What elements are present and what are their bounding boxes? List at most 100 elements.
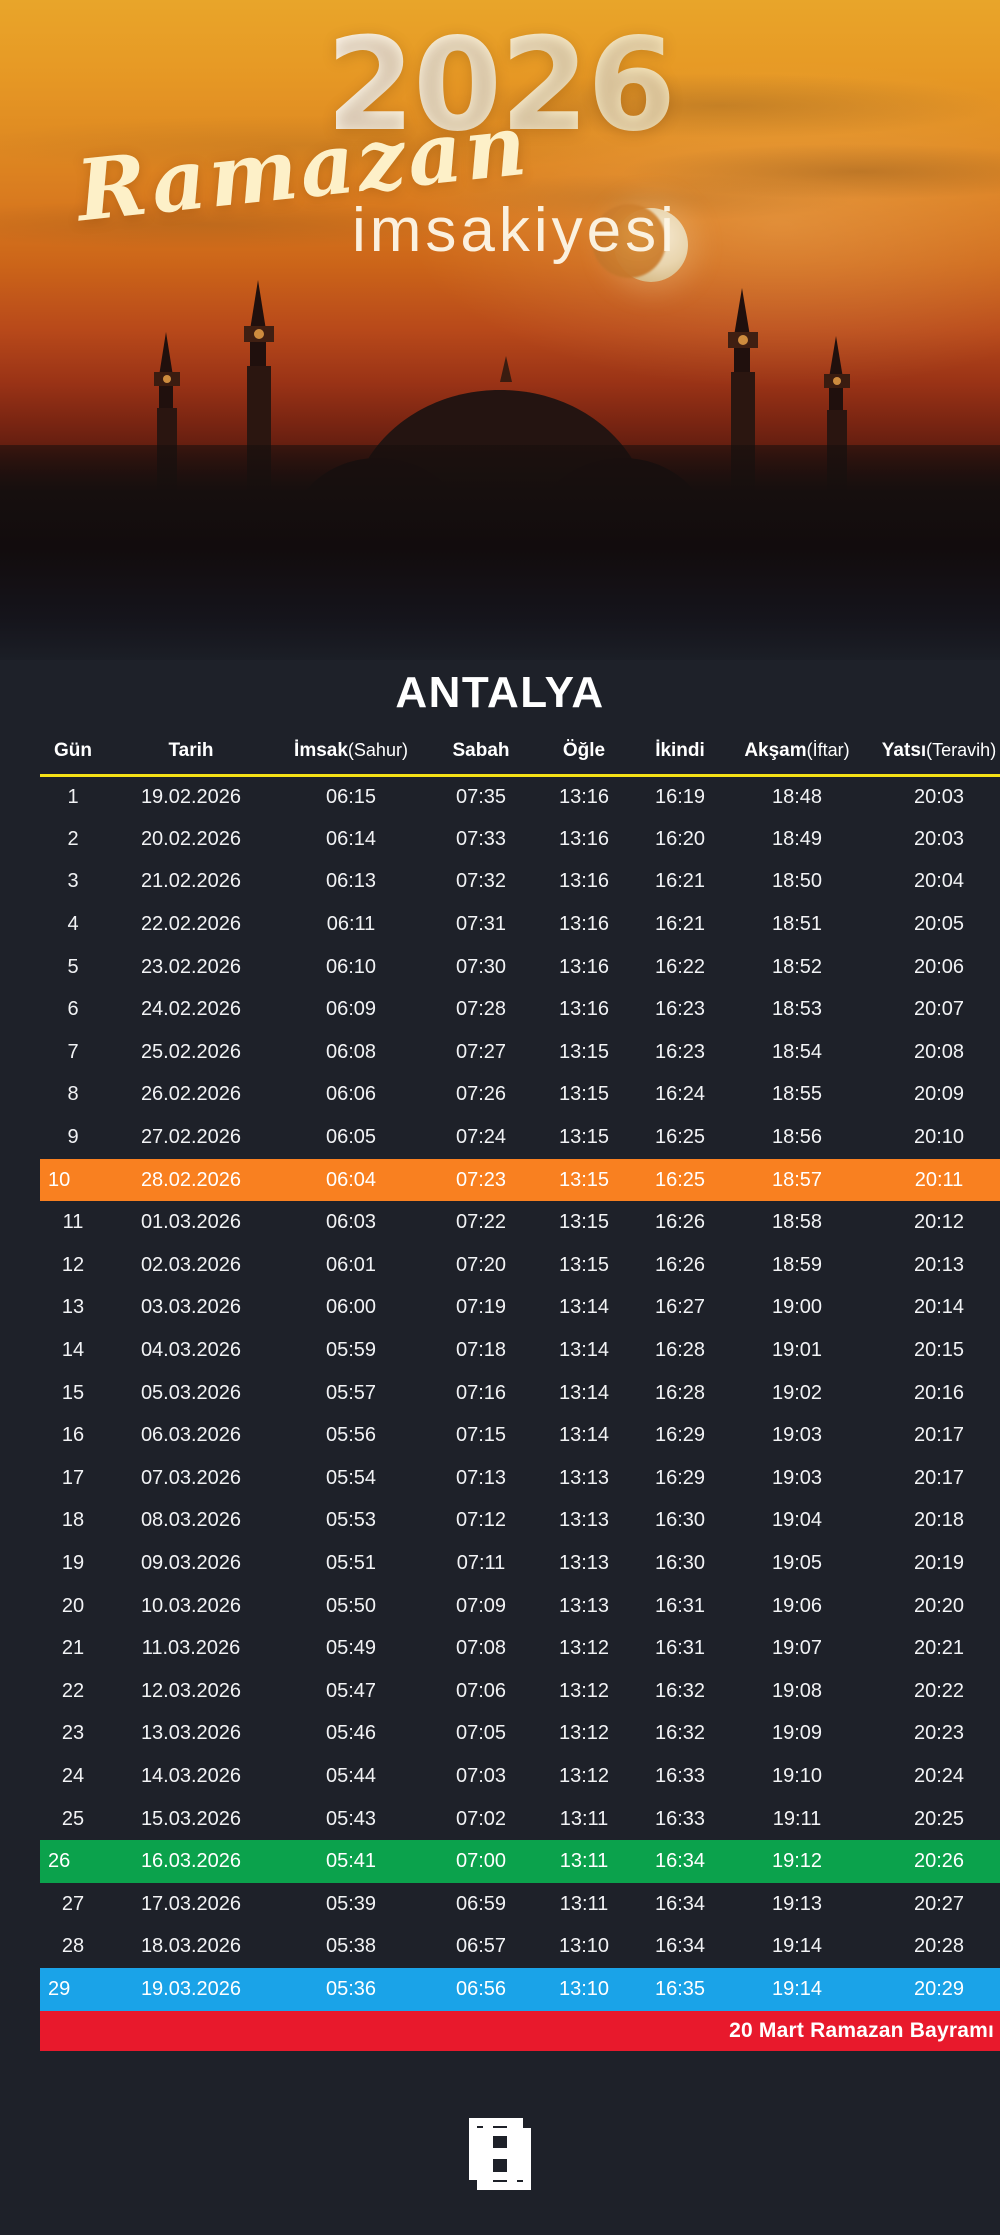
cell-gun: 15 [61, 1381, 85, 1404]
cell-imsak: 06:06 [325, 1083, 377, 1106]
cell-gun: 9 [67, 1126, 79, 1149]
cell-sabah: 07:13 [455, 1466, 507, 1489]
cell-ikindi: 16:30 [654, 1551, 706, 1574]
cell-sabah: 07:31 [455, 913, 507, 936]
cell-tarih: 25.02.2026 [140, 1040, 242, 1063]
cell-sabah: 06:59 [455, 1892, 507, 1915]
cell-ikindi: 16:23 [654, 998, 706, 1021]
cell-ikindi: 16:34 [654, 1935, 706, 1958]
cell-sabah: 07:09 [455, 1594, 507, 1617]
cell-aksam: 19:05 [771, 1551, 823, 1574]
cell-imsak: 05:59 [325, 1339, 377, 1362]
cell-sabah: 07:16 [455, 1381, 507, 1404]
cell-gun: 12 [61, 1253, 85, 1276]
table-row: 2 20.02.2026 06:14 07:33 13:16 16:20 18:49 20:0… [40, 818, 1000, 861]
cell-sabah: 07:08 [455, 1637, 507, 1660]
cell-gun: 20 [61, 1594, 85, 1617]
cell-tarih: 14.03.2026 [140, 1764, 242, 1787]
cell-gun: 17 [61, 1466, 85, 1489]
cell-imsak: 06:11 [326, 913, 376, 936]
cell-imsak: 06:13 [325, 870, 377, 893]
cell-ogle: 13:11 [559, 1807, 609, 1830]
cell-tarih: 19.02.2026 [140, 786, 242, 809]
cell-gun: 6 [67, 998, 79, 1021]
cell-ogle: 13:16 [558, 998, 610, 1021]
cell-aksam: 19:08 [771, 1679, 823, 1702]
city-title: ANTALYA [395, 668, 605, 717]
table-row: 10 28.02.2026 06:04 07:23 13:15 16:25 18:57 20:… [40, 1158, 1000, 1202]
cell-yatsi: 20:06 [913, 955, 965, 978]
cell-sabah: 06:57 [455, 1935, 507, 1958]
cell-sabah: 07:19 [455, 1296, 507, 1319]
table-row: 18 08.03.2026 05:53 07:12 13:13 16:30 19:04 20:… [40, 1500, 1000, 1543]
cell-imsak: 06:08 [325, 1040, 377, 1063]
cell-yatsi: 20:22 [913, 1679, 965, 1702]
table-row: 21 11.03.2026 05:49 07:08 13:12 16:31 19:07 20:… [40, 1627, 1000, 1670]
cell-gun: 26 [40, 1840, 106, 1883]
cell-ikindi: 16:21 [654, 870, 706, 893]
cell-yatsi: 20:29 [866, 1968, 1000, 2011]
column-header-ogle: Öğle [536, 740, 632, 776]
cell-imsak: 06:04 [276, 1158, 426, 1202]
cell-sabah: 07:15 [455, 1424, 507, 1447]
cell-sabah: 07:12 [455, 1509, 507, 1532]
column-header-gun: Gün [40, 740, 106, 776]
table-row: 12 02.03.2026 06:01 07:20 13:15 16:26 18:59 20:… [40, 1244, 1000, 1287]
cell-sabah: 07:35 [455, 786, 507, 809]
cell-tarih: 05.03.2026 [140, 1381, 242, 1404]
cell-yatsi: 20:16 [913, 1381, 965, 1404]
cell-gun: 21 [61, 1637, 85, 1660]
cell-ikindi: 16:32 [654, 1679, 706, 1702]
cell-aksam: 19:00 [771, 1296, 823, 1319]
cell-sabah: 07:00 [426, 1840, 536, 1883]
cell-gun: 10 [40, 1158, 106, 1202]
cell-aksam: 19:01 [771, 1339, 823, 1362]
table-row: 15 05.03.2026 05:57 07:16 13:14 16:28 19:02 20:… [40, 1372, 1000, 1415]
cell-ogle: 13:16 [558, 786, 610, 809]
hero-title-group: 2026 Ramazan imsakiyesi [0, 0, 1000, 360]
cell-ogle: 13:14 [558, 1339, 610, 1362]
cell-imsak: 06:10 [325, 955, 377, 978]
table-row: 14 04.03.2026 05:59 07:18 13:14 16:28 19:01 20:… [40, 1329, 1000, 1372]
cell-sabah: 07:30 [455, 955, 507, 978]
cell-ikindi: 16:27 [654, 1296, 706, 1319]
cell-aksam: 19:10 [771, 1764, 823, 1787]
cell-yatsi: 20:26 [866, 1840, 1000, 1883]
table-header-row: Gün Tarih İmsak(Sahur) Sabah Öğle İkindi… [40, 740, 1000, 776]
cell-ikindi: 16:33 [654, 1764, 706, 1787]
cell-ikindi: 16:35 [632, 1968, 728, 2011]
cell-ogle: 13:16 [558, 913, 610, 936]
cell-yatsi: 20:08 [913, 1040, 965, 1063]
cell-yatsi: 20:24 [913, 1764, 965, 1787]
cell-gun: 23 [61, 1722, 85, 1745]
cell-gun: 28 [61, 1935, 85, 1958]
cell-aksam: 18:49 [771, 827, 823, 850]
cell-tarih: 02.03.2026 [140, 1253, 242, 1276]
cell-ikindi: 16:33 [654, 1807, 706, 1830]
cell-sabah: 07:33 [455, 827, 507, 850]
cell-aksam: 18:50 [771, 870, 823, 893]
table-body: 1 19.02.2026 06:15 07:35 13:16 16:19 18:48 20:0… [40, 776, 1000, 2051]
logo-square-back [469, 2118, 523, 2180]
cell-tarih: 09.03.2026 [140, 1551, 242, 1574]
table-row: 27 17.03.2026 05:39 06:59 13:11 16:34 19:13 20:… [40, 1883, 1000, 1926]
column-header-aksam: Akşam(İftar) [728, 740, 866, 776]
cell-ikindi: 16:25 [632, 1158, 728, 1202]
cell-tarih: 07.03.2026 [140, 1466, 242, 1489]
cell-imsak: 05:56 [325, 1424, 377, 1447]
cell-gun: 3 [67, 870, 79, 893]
cell-gun: 18 [61, 1509, 85, 1532]
cell-yatsi: 20:25 [913, 1807, 965, 1830]
cell-ogle: 13:15 [536, 1158, 632, 1202]
cell-yatsi: 20:14 [913, 1296, 965, 1319]
cell-aksam: 19:14 [771, 1935, 823, 1958]
prayer-times-table-wrap: Gün Tarih İmsak(Sahur) Sabah Öğle İkindi… [40, 740, 1000, 2051]
cell-aksam: 19:02 [771, 1381, 823, 1404]
cell-imsak: 06:01 [325, 1253, 377, 1276]
cell-gun: 27 [61, 1892, 85, 1915]
cell-imsak: 05:54 [325, 1466, 377, 1489]
cell-imsak: 05:41 [276, 1840, 426, 1883]
cell-sabah: 07:28 [455, 998, 507, 1021]
cell-yatsi: 20:27 [913, 1892, 965, 1915]
cell-yatsi: 20:12 [913, 1211, 965, 1234]
